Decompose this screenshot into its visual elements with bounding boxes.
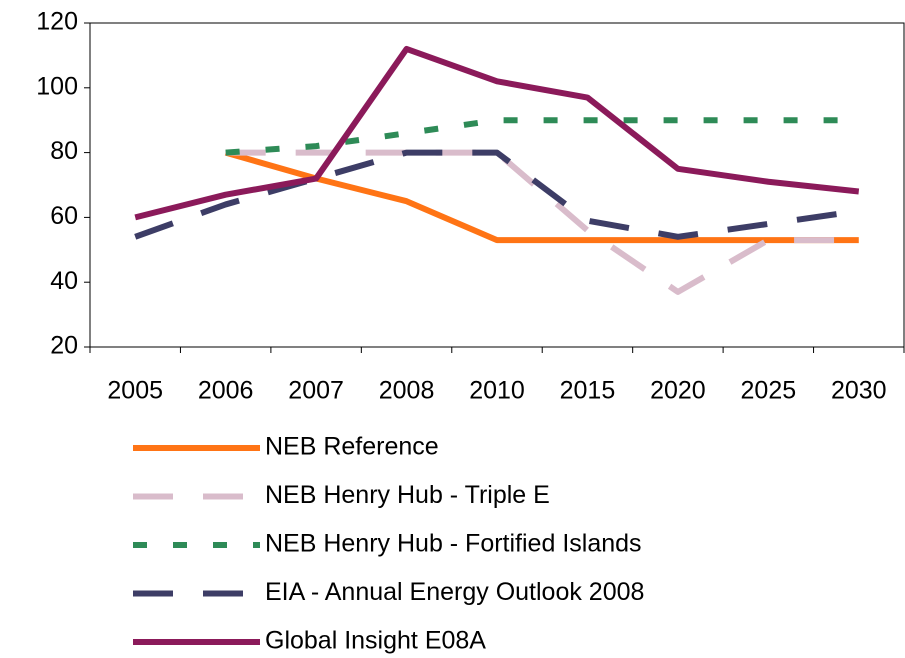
series-line — [225, 117, 859, 156]
x-tick-label: 2020 — [650, 377, 706, 405]
legend-label: NEB Reference — [265, 433, 439, 461]
y-tick-label: 20 — [50, 332, 78, 360]
y-tick-label: 60 — [50, 202, 78, 230]
series-line — [134, 149, 860, 240]
legend-label: NEB Henry Hub - Triple E — [265, 481, 550, 509]
x-tick-label: 2008 — [379, 377, 435, 405]
plot-border — [89, 22, 905, 348]
x-tick-label: 2030 — [831, 377, 887, 405]
legend-label: NEB Henry Hub - Fortified Islands — [265, 530, 642, 558]
legend-label: EIA - Annual Energy Outlook 2008 — [265, 578, 644, 606]
y-tick-label: 80 — [50, 137, 78, 165]
x-tick-label: 2025 — [741, 377, 797, 405]
series-line — [224, 149, 859, 244]
legend-label: Global Insight E08A — [265, 627, 486, 655]
x-tick-label: 2007 — [288, 377, 344, 405]
y-tick-label: 100 — [36, 72, 78, 100]
x-tick-label: 2015 — [560, 377, 616, 405]
x-tick-label: 2010 — [469, 377, 525, 405]
series-line — [134, 45, 860, 221]
y-tick-label: 120 — [36, 8, 78, 36]
x-tick-label: 2005 — [107, 377, 163, 405]
x-tick-label: 2006 — [198, 377, 254, 405]
y-tick-label: 40 — [50, 267, 78, 295]
